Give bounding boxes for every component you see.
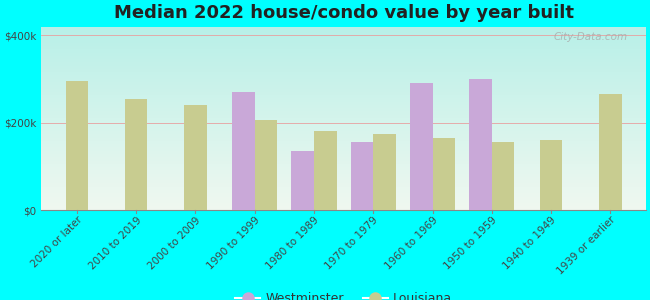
Title: Median 2022 house/condo value by year built: Median 2022 house/condo value by year bu… xyxy=(114,4,573,22)
Legend: Westminster, Louisiana: Westminster, Louisiana xyxy=(231,287,457,300)
Bar xyxy=(255,120,278,210)
Text: City-Data.com: City-Data.com xyxy=(554,32,628,42)
Bar xyxy=(599,94,621,210)
Bar xyxy=(410,83,432,210)
Bar xyxy=(314,131,337,210)
Bar xyxy=(184,105,207,210)
Bar xyxy=(232,92,255,210)
Bar xyxy=(66,81,88,210)
Bar xyxy=(540,140,562,210)
Bar xyxy=(291,151,314,210)
Bar xyxy=(432,138,455,210)
Bar xyxy=(351,142,373,210)
Bar xyxy=(373,134,396,210)
Bar xyxy=(125,99,148,210)
Bar xyxy=(469,79,492,210)
Bar xyxy=(492,142,514,210)
